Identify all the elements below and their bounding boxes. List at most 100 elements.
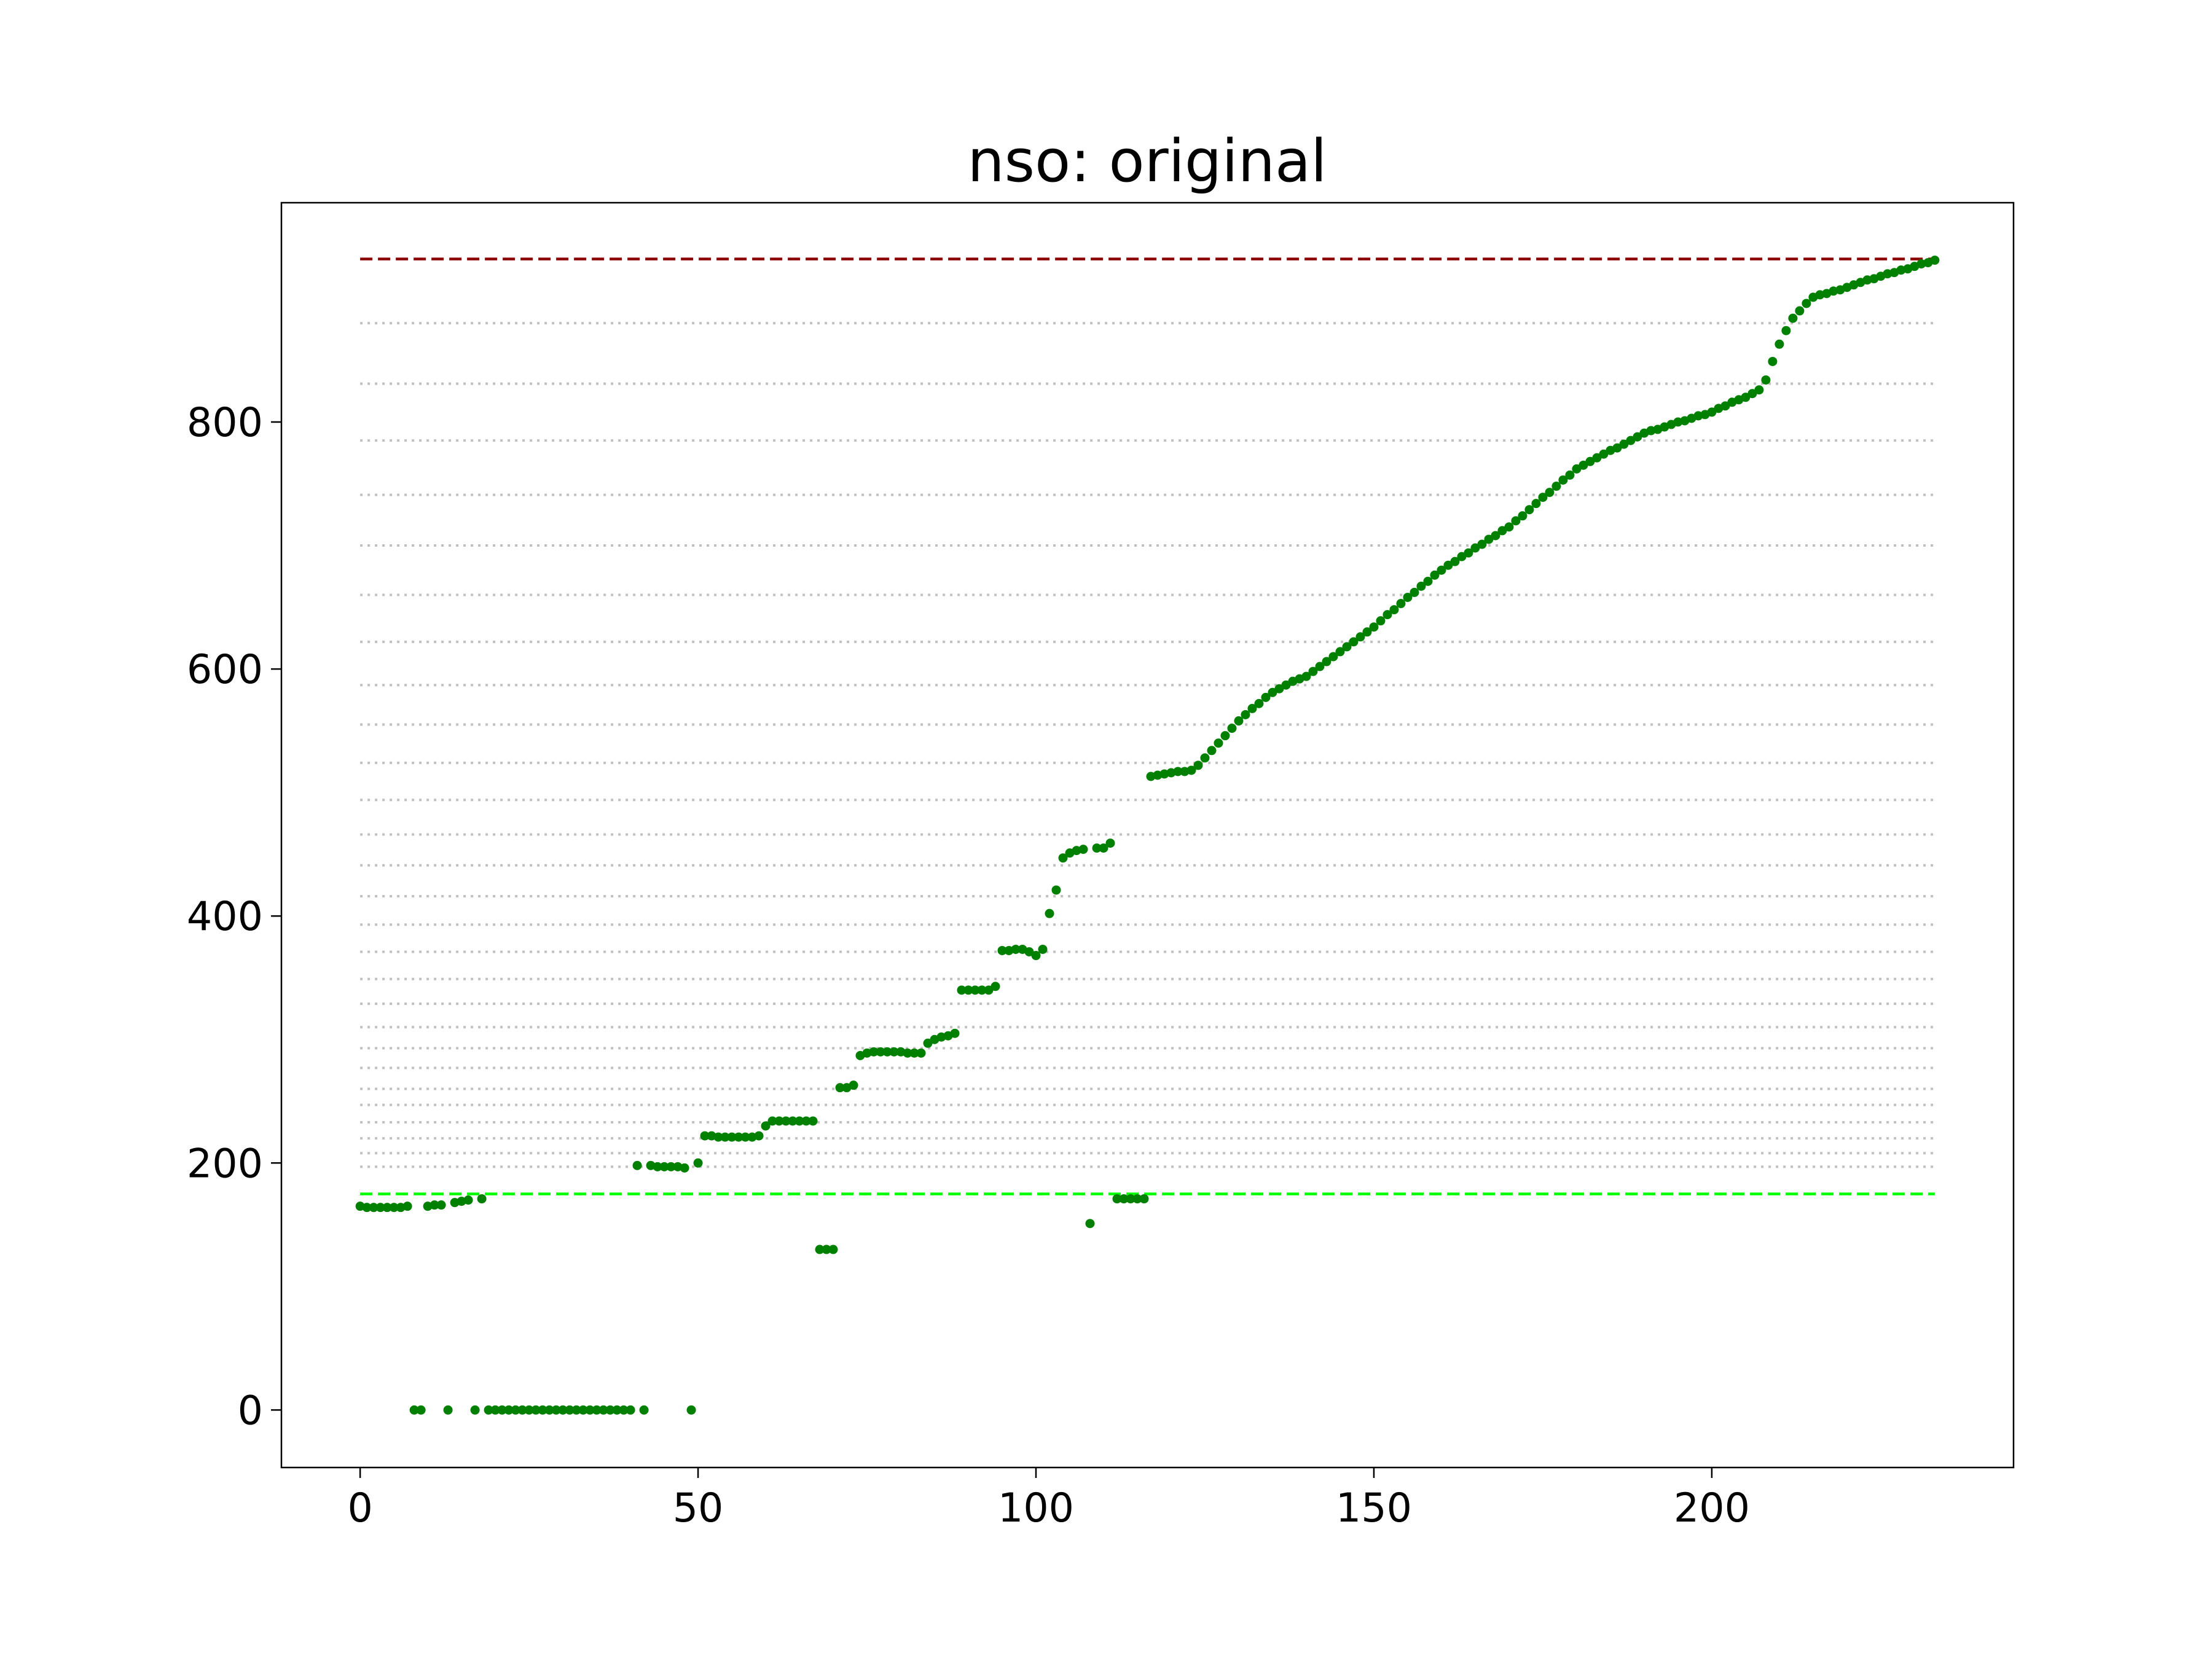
data-point [1592,453,1602,463]
data-point [1443,560,1453,570]
data-point [1200,753,1210,763]
data-point [497,1405,507,1415]
plot-frame [280,201,2015,1469]
data-point [1389,605,1399,615]
data-point [700,1131,710,1141]
y-tick-label: 600 [187,647,263,693]
data-point [1768,356,1778,366]
data-point [369,1203,378,1213]
data-point [632,1160,642,1170]
data-point [997,945,1007,955]
data-point [578,1405,588,1415]
data-point [882,1047,892,1057]
data-point [1369,622,1379,632]
data-point [524,1405,534,1415]
data-point [1301,671,1311,681]
data-point [1396,599,1406,609]
data-point [1078,845,1088,854]
data-point [970,985,980,995]
data-point [1930,256,1940,265]
data-point [781,1116,791,1126]
data-point [1518,511,1528,521]
data-point [659,1162,669,1171]
data-point [801,1116,811,1126]
data-point [1349,637,1359,647]
data-point [1585,456,1595,466]
data-point [1423,576,1433,586]
data-point [1214,738,1223,748]
data-point [1788,313,1798,323]
data-point [1741,393,1751,402]
data-point [720,1132,730,1142]
data-point [828,1245,838,1254]
data-point [1173,767,1183,776]
data-point [1565,470,1575,480]
data-point [551,1405,561,1415]
data-point [1328,652,1338,662]
data-point [1322,657,1332,666]
data-point [734,1132,743,1142]
data-point [1430,570,1440,580]
data-point [869,1047,879,1057]
data-point [1781,326,1791,335]
x-tick-label: 200 [1674,1485,1750,1531]
data-point [1747,389,1757,399]
data-point [957,985,967,995]
data-point [565,1405,575,1415]
data-point [416,1405,426,1415]
data-point [1545,488,1555,498]
data-point [876,1047,885,1057]
data-point [808,1116,818,1126]
data-point [443,1405,453,1415]
data-point [1045,909,1054,918]
data-point [774,1116,784,1126]
data-point [1268,687,1277,697]
data-point [1579,460,1588,470]
y-tick-label: 800 [187,400,263,446]
data-point [1376,616,1386,626]
data-point [835,1083,845,1093]
data-point [1355,632,1365,642]
data-point [1382,610,1392,620]
data-point [1085,1219,1095,1229]
data-point [794,1116,804,1126]
data-point [916,1048,926,1058]
data-point [1092,843,1102,853]
data-point [1038,944,1048,954]
data-point [990,982,1000,991]
data-point [1261,692,1271,702]
data-point [1464,548,1473,558]
data-point [1051,885,1061,895]
data-point [1362,627,1372,637]
data-point [517,1405,527,1415]
data-point [531,1405,541,1415]
data-point [984,985,994,995]
data-point [1504,522,1514,532]
data-point [429,1200,439,1210]
data-point [1410,587,1419,597]
data-point [788,1116,798,1126]
data-point [1315,662,1325,671]
data-point [1484,534,1494,544]
data-point [653,1162,662,1171]
data-point [409,1405,419,1415]
data-point [903,1048,912,1058]
data-point [585,1405,595,1415]
data-point [477,1194,487,1204]
chart-title: nso: original [967,128,1327,195]
data-point [1119,1194,1129,1204]
data-point [1558,475,1568,485]
data-point [612,1405,622,1415]
data-point [1538,493,1548,502]
data-point [1274,684,1284,694]
data-point [1342,642,1352,652]
data-point [511,1405,520,1415]
data-point [362,1203,372,1213]
data-point [1531,499,1541,509]
data-point [1139,1194,1149,1204]
data-point [1220,731,1230,741]
data-point [605,1405,615,1415]
data-point [713,1132,723,1142]
